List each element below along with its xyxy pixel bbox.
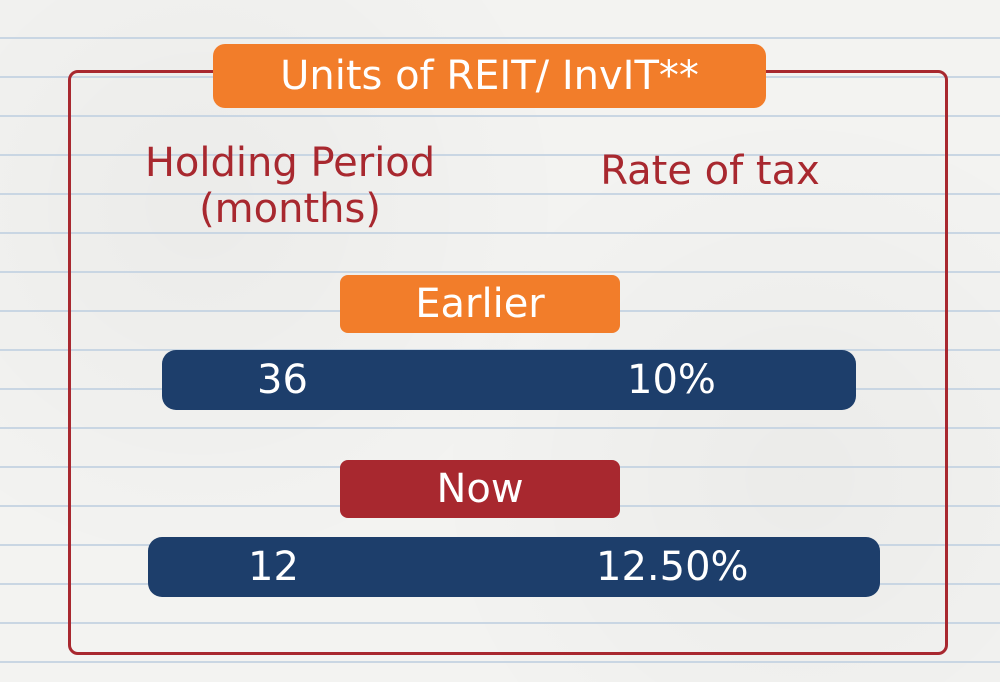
holding-period-header-line2: (months) [199,186,381,232]
now-badge: Now [340,460,620,518]
earlier-row: 36 10% [162,350,856,410]
now-label: Now [436,466,524,512]
now-rate-value: 12.50% [596,544,749,590]
earlier-holding-value: 36 [257,357,308,403]
rate-of-tax-header: Rate of tax [600,148,820,194]
now-holding-value: 12 [248,544,299,590]
title-badge: Units of REIT/ InvIT** [213,44,766,108]
holding-period-header-line1: Holding Period [144,140,436,186]
earlier-label: Earlier [415,281,545,327]
holding-period-header: Holding Period (months) [120,140,460,232]
now-row: 12 12.50% [148,537,880,597]
earlier-rate-value: 10% [627,357,716,403]
title-text: Units of REIT/ InvIT** [280,53,699,99]
earlier-badge: Earlier [340,275,620,333]
